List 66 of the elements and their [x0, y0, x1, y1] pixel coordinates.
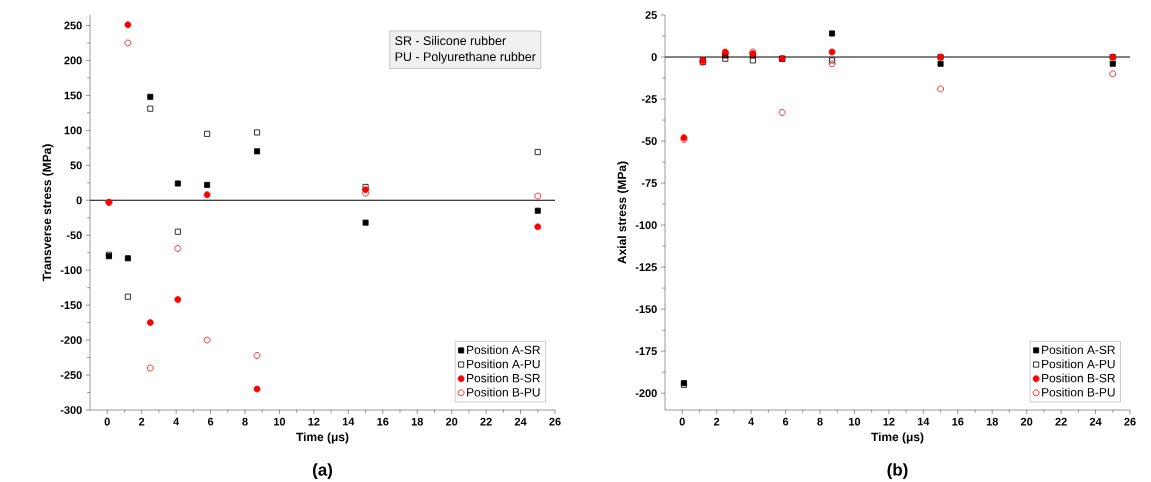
y-tick-label: -150 — [60, 301, 82, 309]
y-tick-label: 50 — [70, 161, 82, 169]
x-tick-label: 14 — [917, 417, 930, 426]
y-tick-label: -75 — [641, 179, 657, 187]
x-tick-label: 22 — [1055, 417, 1067, 426]
y-tick-label: -125 — [635, 263, 657, 271]
legend-label: Position B-PU — [1042, 387, 1115, 397]
y-tick-label: -50 — [641, 136, 657, 145]
x-tick-label: 2 — [714, 417, 720, 426]
x-tick-label: 20 — [1020, 417, 1033, 426]
y-tick-label: 100 — [64, 126, 82, 135]
y-tick-label: -100 — [60, 266, 82, 274]
x-tick-label: 4 — [748, 417, 755, 426]
x-tick-label: 10 — [274, 417, 286, 426]
x-tick-label: 20 — [445, 417, 458, 426]
y-tick-label: -200 — [60, 336, 82, 344]
y-tick-label: -25 — [641, 94, 657, 103]
y-tick-label: 250 — [64, 21, 82, 30]
legend-label: Position B-SR — [1042, 373, 1115, 383]
y-tick-label: -200 — [635, 389, 657, 397]
x-tick-label: 6 — [782, 417, 789, 426]
x-tick-label: 8 — [242, 417, 248, 426]
y-tick-label: -175 — [635, 347, 657, 355]
x-axis-title: Time (μs) — [296, 432, 349, 444]
x-tick-label: 18 — [986, 417, 998, 426]
x-tick-label: 16 — [377, 417, 389, 426]
y-axis-title: Axial stress (MPa) — [617, 161, 629, 264]
x-tick-label: 26 — [1124, 417, 1136, 426]
x-tick-label: 0 — [104, 417, 110, 426]
x-tick-label: 2 — [139, 417, 145, 426]
x-tick-label: 4 — [173, 417, 180, 426]
x-tick-label: 22 — [480, 417, 492, 426]
x-tick-label: 18 — [411, 417, 423, 426]
x-axis-title: Time (μs) — [871, 432, 924, 444]
legend-label: Position A-SR — [1042, 345, 1115, 354]
y-tick-label: -300 — [60, 405, 82, 414]
legend-label: Position A-PU — [467, 359, 540, 369]
x-tick-label: 10 — [849, 417, 861, 426]
annotation: SR - Silicone rubber — [395, 35, 506, 45]
x-tick-label: 26 — [549, 417, 561, 426]
text: (a) — [313, 463, 333, 479]
x-tick-label: 6 — [207, 417, 214, 426]
legend-label: Position A-PU — [1042, 359, 1115, 369]
y-tick-label: -150 — [635, 305, 657, 313]
y-tick-label: 25 — [645, 10, 657, 19]
x-tick-label: 8 — [817, 417, 823, 426]
legend-label: Position B-PU — [467, 387, 540, 397]
y-tick-label: 0 — [651, 52, 657, 61]
x-tick-label: 24 — [514, 417, 527, 426]
x-tick-label: 16 — [952, 417, 964, 426]
legend-label: Position B-SR — [467, 373, 540, 383]
x-tick-label: 24 — [1089, 417, 1102, 426]
x-tick-label: 12 — [883, 417, 895, 426]
y-tick-label: 200 — [64, 56, 82, 65]
y-tick-label: -50 — [66, 231, 82, 239]
y-axis-title: Transverse stress (MPa) — [42, 144, 54, 281]
x-tick-label: 14 — [342, 417, 355, 426]
x-tick-label: 0 — [679, 417, 685, 426]
y-tick-label: -100 — [635, 221, 657, 229]
text: (b) — [887, 463, 908, 479]
annotation: PU - Polyurethane rubber — [395, 51, 536, 64]
legend-label: Position A-SR — [467, 345, 540, 354]
y-tick-label: -250 — [60, 370, 82, 379]
y-tick-label: 150 — [64, 91, 82, 100]
x-tick-label: 12 — [308, 417, 320, 426]
y-tick-label: 0 — [76, 196, 82, 204]
